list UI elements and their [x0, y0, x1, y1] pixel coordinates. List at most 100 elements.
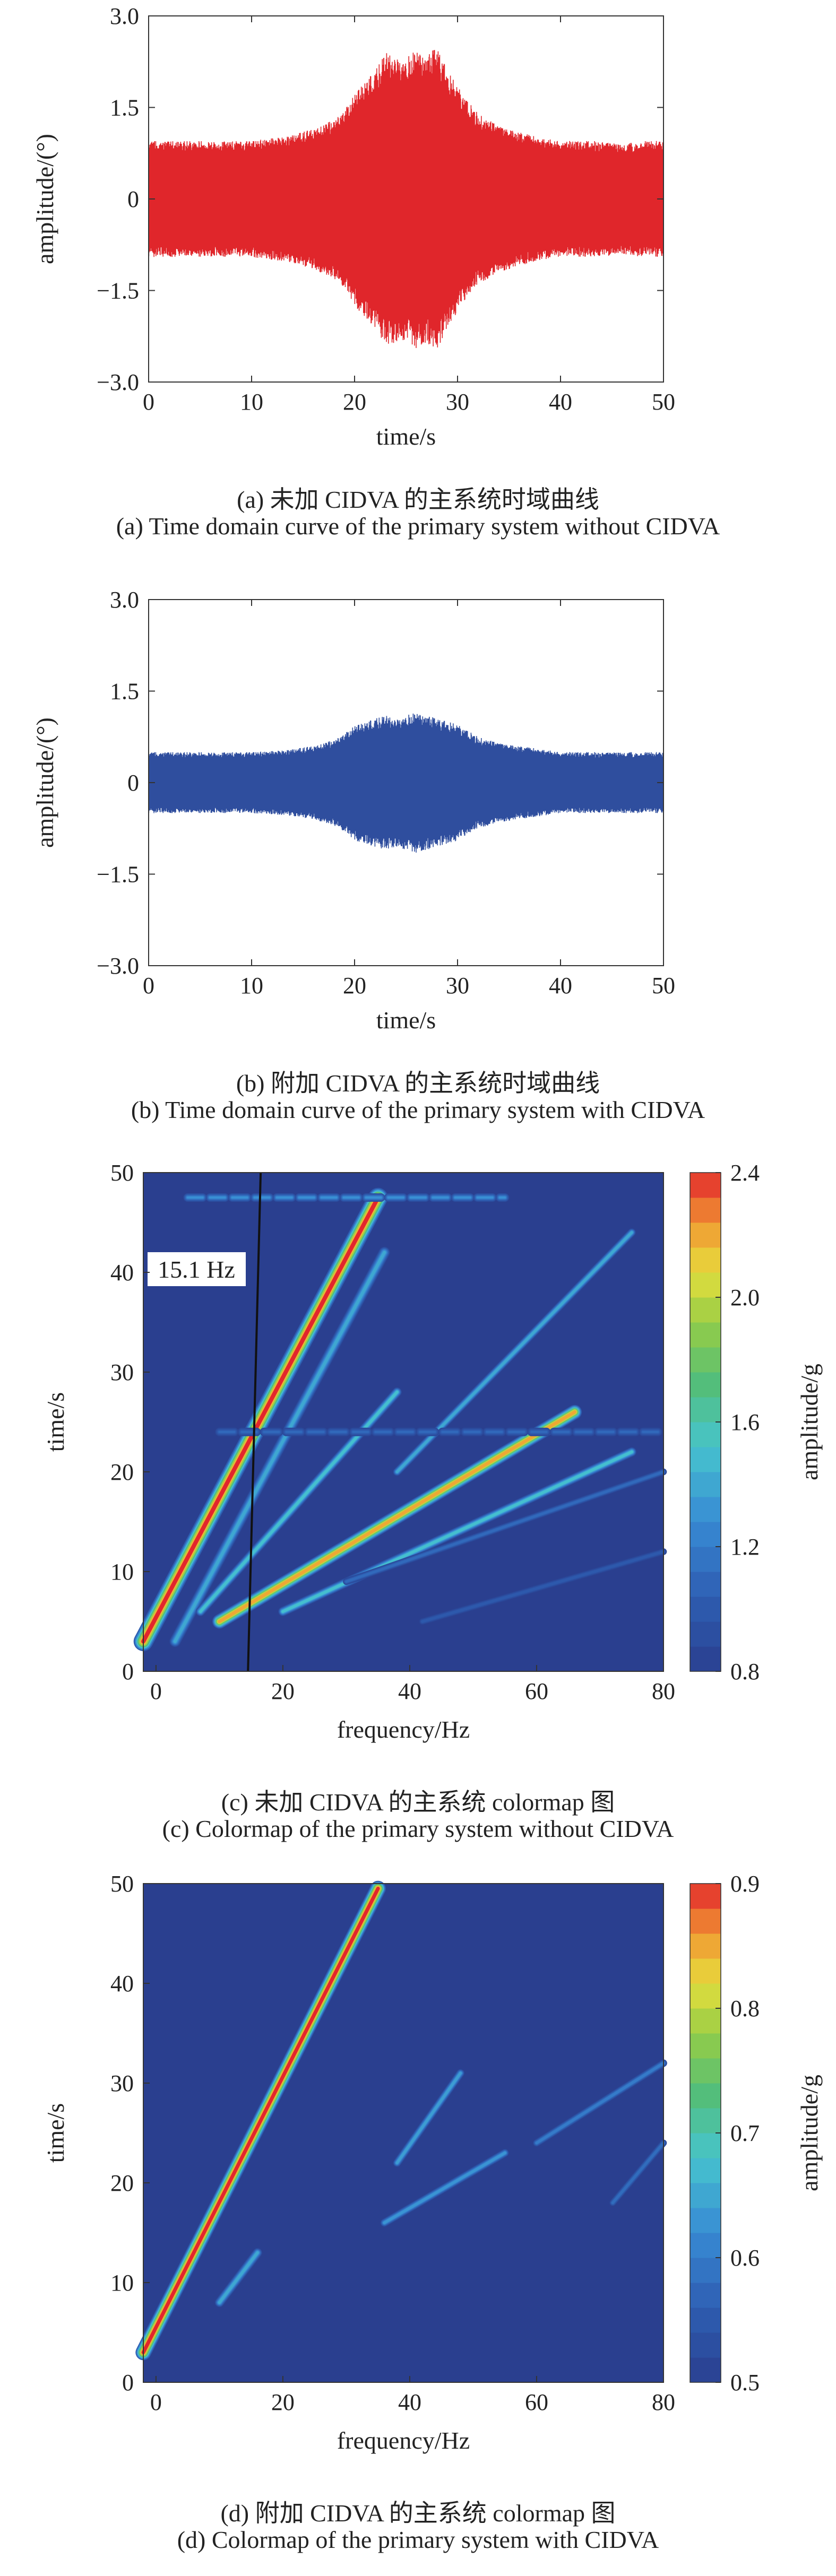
y-tick-label: 0 [127, 770, 139, 796]
colorbar-step [690, 1472, 721, 1497]
colorbar-step [690, 1621, 721, 1647]
y-tick-label: 50 [110, 1873, 134, 1897]
caption-c-cn: (c) 未加 CIDVA 的主系统 colormap 图 [221, 1789, 615, 1816]
x-tick-label: 80 [652, 1678, 675, 1704]
y-axis-label: amplitude/(°) [31, 717, 58, 848]
caption-d-en: (d) Colormap of the primary system with … [177, 2526, 659, 2553]
x-tick-label: 60 [525, 2389, 548, 2415]
x-tick-label: 10 [240, 973, 263, 999]
colorbar-step [690, 1297, 721, 1323]
colorbar-step [690, 1597, 721, 1622]
colorbar-step [690, 1983, 721, 2009]
y-tick-label: 20 [110, 1459, 134, 1485]
y-tick-label: 20 [110, 2170, 134, 2196]
colorbar-step [690, 2083, 721, 2109]
caption-b-cn: (b) 附加 CIDVA 的主系统时域曲线 [236, 1070, 600, 1097]
panel-c: 15.1 Hz 0 20 40 60 80 0 10 20 30 40 50 frequency/Hz t… [0, 1160, 836, 1868]
y-tick-label: 30 [110, 1359, 134, 1385]
plot-frame [143, 1172, 664, 1672]
y-tick-label: −3.0 [97, 369, 139, 395]
x-tick-label: 40 [549, 973, 572, 999]
ridge-4-level-6 [535, 2062, 665, 2145]
x-tick-label: 80 [652, 2389, 675, 2415]
colorbar-step [690, 2108, 721, 2133]
y-tick-label: −3.0 [97, 953, 139, 979]
colorbar-tick-label: 1.2 [730, 1534, 760, 1560]
colorbar-step [690, 2058, 721, 2084]
y-tick-label: 10 [110, 1559, 134, 1585]
x-tick-label: 20 [271, 2389, 295, 2415]
colorbar-tick-label: 0.9 [730, 1873, 760, 1897]
ridge-0-level-6 [141, 1886, 380, 2354]
chart-d-colormap: 0 20 40 60 80 0 10 20 30 40 50 frequency/Hz time/s 0.… [42, 1871, 823, 2454]
colorbar-step [690, 1222, 721, 1248]
colorbar-step [690, 1572, 721, 1597]
y-tick-label: −1.5 [97, 278, 139, 304]
x-tick-label: 20 [343, 389, 366, 415]
colorbar [690, 1883, 721, 2383]
colorbar-step [690, 2033, 721, 2059]
colorbar-label: amplitude/g [796, 2075, 823, 2191]
caption-a-en: (a) Time domain curve of the primary sys… [116, 513, 720, 540]
x-tick-label: 0 [143, 973, 154, 999]
x-tick-label: 0 [150, 2389, 162, 2415]
colorbar-step [690, 2158, 721, 2183]
ridge-1-level-6 [173, 1251, 386, 1643]
x-tick-label: 30 [446, 389, 469, 415]
x-tick-label: 40 [398, 2389, 421, 2415]
colorbar [690, 1172, 721, 1672]
signal-line [148, 713, 664, 853]
ridge-2-level-6 [395, 2071, 462, 2164]
colorbar-tick-label: 0.7 [730, 2120, 760, 2146]
ridge-0-level-6 [141, 1195, 381, 1644]
colorbar-step [690, 1522, 721, 1547]
colorbar-step [690, 2258, 721, 2283]
caption-c-en: (c) Colormap of the primary system witho… [162, 1815, 674, 1842]
y-tick-label: 1.5 [110, 95, 139, 121]
y-axis-label: amplitude/(°) [31, 134, 58, 264]
x-axis-label: frequency/Hz [337, 2427, 470, 2454]
panel-a: 0 10 20 30 40 50 3.0 1.5 0 −1.5 −3.0 time/s amplitud… [0, 0, 836, 589]
chart-a-time-domain: 0 10 20 30 40 50 3.0 1.5 0 −1.5 −3.0 time/s amplitud… [31, 3, 675, 450]
colorbar-tick-label: 2.0 [730, 1285, 760, 1311]
colorbar-step [690, 1347, 721, 1373]
ridge-6-level-6 [345, 1470, 665, 1583]
colorbar-step [690, 1198, 721, 1223]
colorbar-step [690, 2283, 721, 2308]
colorbar-tick-label: 1.6 [730, 1409, 760, 1435]
x-tick-label: 30 [446, 973, 469, 999]
colorbar-step [690, 1173, 721, 1198]
colorbar-step [690, 2133, 721, 2158]
colorbar-step [690, 2357, 721, 2383]
y-tick-label: 0 [122, 2370, 134, 2396]
x-tick-label: 50 [652, 389, 675, 415]
ridge-1-level-6 [218, 2251, 259, 2304]
colorbar-step [690, 1497, 721, 1522]
x-axis-label: frequency/Hz [337, 1716, 470, 1743]
y-tick-label: −1.5 [97, 862, 139, 888]
x-axis-label: time/s [376, 1007, 436, 1034]
signal-line [148, 50, 664, 348]
frequency-marker-line [247, 1172, 262, 1672]
colorbar-step [690, 1397, 721, 1423]
colorbar-tick-label: 0.8 [730, 1659, 760, 1685]
caption-a-cn: (a) 未加 CIDVA 的主系统时域曲线 [237, 486, 599, 513]
ridge-5-level-6 [611, 2141, 665, 2204]
colorbar-label: amplitude/g [796, 1364, 823, 1480]
colorbar-step [690, 1933, 721, 1959]
y-tick-label: 40 [110, 1971, 134, 1997]
y-tick-label: 0 [122, 1659, 134, 1685]
x-tick-label: 0 [150, 1678, 162, 1704]
frequency-marker-label: 15.1 Hz [158, 1256, 235, 1283]
colorbar-step [690, 1547, 721, 1572]
colorbar-step [690, 1247, 721, 1273]
colorbar-step [690, 1422, 721, 1447]
x-tick-label: 20 [343, 973, 366, 999]
y-tick-label: 50 [110, 1162, 134, 1186]
y-tick-label: 10 [110, 2270, 134, 2296]
ridge-3-level-6 [218, 1410, 576, 1624]
ridge-layer [133, 1187, 668, 1651]
x-tick-label: 50 [652, 973, 675, 999]
colorbar-step [690, 2308, 721, 2333]
chart-c-colormap: 15.1 Hz 0 20 40 60 80 0 10 20 30 40 50 frequency/Hz t… [42, 1160, 823, 1743]
